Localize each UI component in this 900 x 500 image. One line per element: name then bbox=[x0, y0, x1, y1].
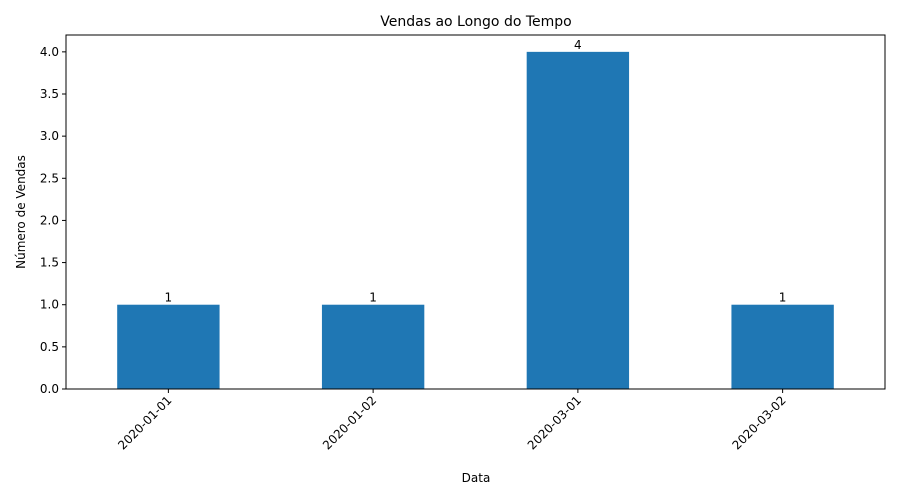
bar bbox=[731, 304, 834, 389]
plot-area: 1 1 4 1 0.0 0.5 1.0 1.5 2.0 2.5 3.0 3.5 4.0 2020-01-0… bbox=[40, 34, 886, 452]
y-tick-label: 1.5 bbox=[40, 256, 59, 270]
y-tick-label: 3.0 bbox=[40, 129, 59, 143]
x-tick-label: 2020-03-02 bbox=[730, 393, 789, 452]
bar bbox=[526, 51, 630, 389]
y-tick-label: 4.0 bbox=[40, 45, 59, 59]
y-tick-label: 0.5 bbox=[40, 340, 59, 354]
y-tick-label: 3.5 bbox=[40, 87, 59, 101]
y-tick-label: 2.0 bbox=[40, 213, 59, 227]
bar bbox=[117, 304, 220, 389]
x-tick-label: 2020-01-01 bbox=[115, 393, 174, 452]
y-axis-label: Número de Vendas bbox=[14, 155, 28, 269]
x-tick-label: 2020-01-02 bbox=[320, 393, 379, 452]
data-label: 1 bbox=[779, 291, 787, 305]
y-tick-label: 1.0 bbox=[40, 298, 59, 312]
data-label: 1 bbox=[165, 291, 173, 305]
chart-title: Vendas ao Longo do Tempo bbox=[380, 14, 571, 30]
data-label: 1 bbox=[369, 291, 377, 305]
x-tick-label: 2020-03-01 bbox=[525, 393, 584, 452]
data-label: 4 bbox=[574, 38, 582, 52]
y-tick-label: 2.5 bbox=[40, 171, 59, 185]
y-tick-label: 0.0 bbox=[40, 382, 59, 396]
axes-frame bbox=[65, 34, 886, 390]
x-axis-label: Data bbox=[462, 471, 491, 485]
bar bbox=[321, 304, 425, 389]
